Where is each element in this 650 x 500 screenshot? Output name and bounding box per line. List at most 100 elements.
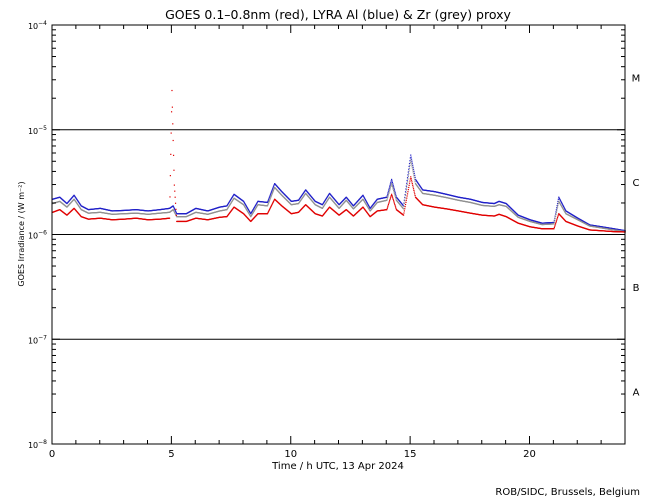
- series-point: [413, 191, 415, 193]
- series-point: [246, 206, 248, 209]
- series-point: [389, 186, 391, 188]
- series-point: [228, 205, 230, 207]
- series-point: [231, 200, 233, 202]
- series-point: [404, 191, 407, 193]
- series-point: [325, 197, 327, 200]
- series-point: [170, 111, 173, 113]
- series-point: [254, 204, 257, 207]
- series-point: [561, 203, 563, 205]
- series-point: [563, 207, 565, 209]
- series-point: [390, 195, 392, 197]
- series-point: [560, 204, 562, 207]
- series-point: [387, 194, 390, 196]
- series-point: [328, 197, 330, 200]
- series-point: [388, 191, 390, 193]
- series-point: [560, 200, 562, 202]
- series-point: [555, 220, 557, 222]
- series-point: [243, 205, 245, 207]
- series-point: [244, 207, 247, 209]
- series-point: [407, 175, 409, 177]
- series-point: [251, 213, 253, 215]
- series-point: [268, 209, 270, 212]
- series-point: [412, 164, 414, 166]
- series-point: [553, 228, 555, 230]
- series-point: [322, 203, 324, 205]
- series-point: [390, 181, 392, 183]
- series-point: [389, 189, 391, 192]
- series-point: [368, 206, 370, 208]
- series-point: [325, 202, 327, 204]
- series-point: [246, 210, 248, 212]
- series-point: [363, 196, 365, 199]
- x-tick-label: 0: [49, 449, 55, 460]
- series-point: [248, 209, 250, 211]
- series-point: [243, 202, 245, 204]
- series-point: [255, 206, 257, 208]
- series-point: [365, 199, 367, 201]
- series-point: [386, 195, 388, 197]
- series-point: [555, 212, 557, 214]
- series-point: [388, 192, 390, 194]
- series-point: [226, 209, 228, 211]
- series-point: [405, 188, 407, 190]
- series-point: [269, 199, 271, 201]
- series-point: [560, 204, 562, 206]
- series-point: [229, 204, 231, 206]
- series-point: [391, 180, 393, 182]
- series-point: [556, 208, 558, 210]
- series-point: [173, 207, 175, 210]
- series-point: [394, 205, 396, 207]
- series-point: [403, 202, 405, 205]
- series-point: [174, 196, 176, 198]
- series-point: [409, 164, 411, 167]
- series-point: [394, 194, 396, 196]
- series-point: [229, 203, 231, 206]
- series-point: [410, 161, 412, 163]
- series-point: [410, 179, 413, 181]
- series-point: [393, 201, 395, 203]
- series-point: [173, 207, 175, 209]
- series-point: [250, 212, 252, 214]
- series-point: [326, 196, 328, 198]
- series-point: [387, 206, 389, 208]
- series-point: [386, 196, 388, 198]
- series-point: [174, 212, 176, 214]
- series-point: [323, 201, 325, 203]
- series-point: [387, 195, 389, 197]
- series-point: [328, 197, 330, 199]
- series-point: [369, 209, 371, 211]
- series-point: [172, 209, 175, 212]
- series-point: [555, 209, 557, 211]
- series-point: [245, 205, 247, 207]
- series-point: [269, 194, 271, 196]
- series-point: [254, 205, 256, 207]
- series-point: [389, 187, 392, 189]
- series-point: [367, 204, 369, 206]
- series-point: [414, 194, 416, 197]
- series-point: [228, 201, 230, 203]
- series-point: [394, 192, 396, 194]
- series-point: [271, 203, 273, 205]
- series-point: [390, 185, 392, 187]
- series-point: [324, 200, 326, 202]
- series-point: [403, 210, 405, 212]
- series-point: [174, 208, 176, 210]
- series-point: [273, 185, 275, 187]
- series-point: [268, 201, 270, 203]
- series-point: [266, 213, 269, 215]
- series-point: [171, 106, 173, 108]
- series-point: [556, 210, 558, 212]
- series-point: [409, 180, 411, 182]
- flare-class-label: C: [633, 178, 640, 189]
- series-point: [328, 194, 330, 196]
- series-point: [388, 189, 390, 191]
- series-point: [249, 212, 251, 214]
- x-tick-label: 5: [168, 449, 174, 460]
- series-point: [387, 196, 389, 199]
- series-point: [268, 210, 270, 212]
- series-point: [252, 212, 254, 214]
- series-point: [243, 200, 245, 202]
- series-point: [251, 210, 253, 212]
- series-point: [170, 132, 172, 134]
